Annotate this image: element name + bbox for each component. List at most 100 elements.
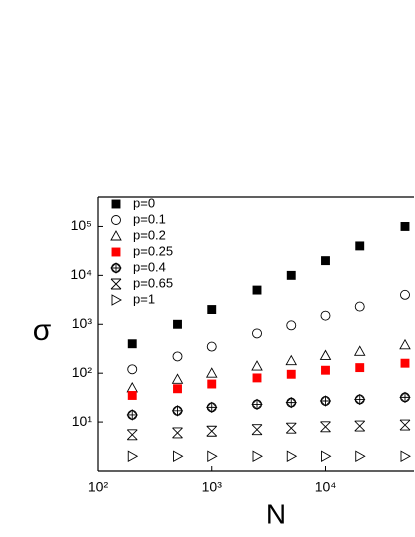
- marker: [111, 199, 121, 209]
- marker-part: [286, 369, 296, 379]
- legend-label: p=1: [133, 291, 155, 306]
- marker-part: [127, 391, 137, 400]
- legend-label: p=0.1: [133, 211, 166, 226]
- marker-part: [319, 349, 332, 360]
- marker: [286, 320, 297, 331]
- marker-part: [319, 395, 332, 407]
- marker-part: [252, 373, 262, 383]
- marker: [400, 358, 410, 368]
- marker: [126, 429, 138, 441]
- y-tick-label: 10⁴: [70, 266, 92, 282]
- marker: [111, 215, 121, 225]
- marker: [319, 349, 332, 360]
- legend-label: p=0.2: [133, 227, 166, 242]
- marker-part: [173, 450, 184, 463]
- marker: [111, 247, 121, 257]
- marker-part: [251, 398, 263, 411]
- marker: [205, 367, 218, 378]
- x-tick-label: 10⁴: [315, 479, 337, 495]
- marker: [172, 427, 183, 439]
- marker-part: [110, 230, 122, 241]
- marker-part: [286, 270, 296, 280]
- y-tick-label: 10²: [72, 364, 93, 380]
- marker-part: [251, 424, 263, 436]
- marker: [252, 450, 263, 463]
- marker-part: [399, 338, 411, 350]
- marker: [355, 241, 365, 251]
- marker-part: [400, 450, 411, 463]
- marker-part: [252, 328, 262, 339]
- legend-label: p=0.25: [133, 243, 173, 258]
- marker-part: [111, 215, 121, 225]
- marker: [111, 294, 122, 306]
- marker-part: [285, 422, 297, 434]
- y-axis-label: σ: [33, 314, 52, 347]
- marker-part: [172, 427, 183, 439]
- marker: [321, 256, 330, 266]
- marker-part: [206, 401, 218, 414]
- marker-part: [111, 247, 121, 257]
- marker: [173, 319, 182, 329]
- marker-part: [355, 450, 366, 463]
- marker: [206, 425, 218, 437]
- marker: [354, 420, 366, 432]
- marker-part: [355, 363, 365, 373]
- marker-part: [207, 305, 217, 314]
- marker-part: [127, 339, 137, 349]
- marker: [110, 230, 122, 241]
- marker-part: [252, 285, 262, 295]
- marker: [286, 369, 296, 379]
- x-axis-label: N: [266, 498, 286, 529]
- marker-part: [206, 341, 217, 352]
- marker: [286, 270, 296, 280]
- marker: [355, 450, 366, 463]
- marker: [354, 301, 365, 312]
- marker: [285, 422, 297, 434]
- marker-part: [173, 319, 182, 329]
- marker: [321, 365, 330, 375]
- marker: [207, 379, 217, 389]
- marker: [126, 381, 139, 393]
- marker-part: [354, 393, 366, 406]
- marker-part: [400, 289, 410, 300]
- marker-part: [205, 367, 218, 378]
- marker-part: [321, 365, 330, 375]
- marker: [399, 391, 411, 404]
- marker-part: [399, 419, 411, 431]
- marker-part: [207, 379, 217, 389]
- marker-part: [110, 278, 122, 290]
- marker: [355, 363, 365, 373]
- marker: [206, 401, 218, 414]
- marker-part: [286, 320, 297, 331]
- marker: [171, 405, 184, 417]
- marker-part: [400, 358, 410, 368]
- marker: [285, 396, 297, 409]
- marker-part: [354, 301, 365, 312]
- marker: [354, 393, 366, 406]
- marker: [321, 450, 332, 463]
- marker-part: [172, 351, 183, 362]
- marker: [207, 305, 217, 314]
- marker-part: [206, 425, 218, 437]
- marker: [400, 289, 410, 300]
- x-tick-label: 10²: [88, 479, 109, 495]
- marker-part: [353, 345, 366, 356]
- marker-part: [320, 421, 331, 433]
- marker-part: [126, 381, 139, 393]
- marker: [207, 450, 218, 463]
- marker-part: [111, 199, 121, 209]
- marker-part: [286, 450, 298, 463]
- marker: [353, 345, 366, 356]
- marker-part: [285, 396, 297, 409]
- marker-part: [126, 409, 138, 421]
- marker: [206, 341, 217, 352]
- marker: [173, 384, 182, 394]
- marker: [320, 421, 331, 433]
- marker-part: [399, 391, 411, 404]
- marker-part: [321, 450, 332, 463]
- marker-part: [252, 450, 263, 463]
- marker: [252, 328, 262, 339]
- marker-part: [127, 364, 138, 375]
- marker: [126, 409, 138, 421]
